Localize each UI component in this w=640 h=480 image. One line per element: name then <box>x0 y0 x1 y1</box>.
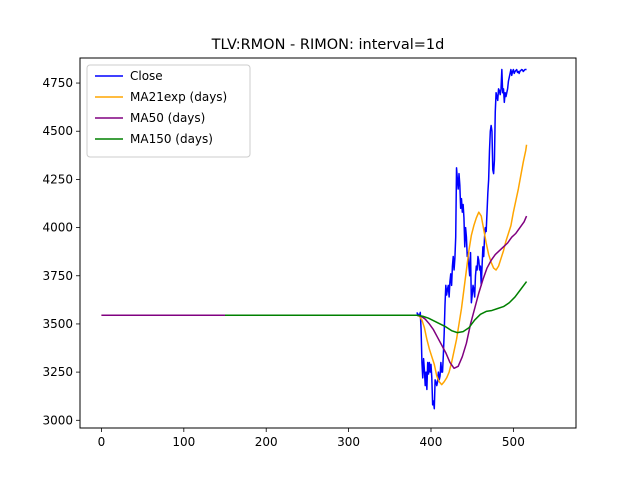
legend-label-0: Close <box>130 69 163 83</box>
legend-label-1: MA21exp (days) <box>130 90 227 104</box>
y-tick-label-5: 4250 <box>42 172 73 186</box>
y-tick-label-4: 4000 <box>42 221 73 235</box>
y-tick-label-0: 3000 <box>42 413 73 427</box>
y-tick-label-3: 3750 <box>42 269 73 283</box>
series-line-3 <box>225 281 528 334</box>
legend-label-3: MA150 (days) <box>130 132 213 146</box>
series-line-0 <box>416 68 527 410</box>
x-tick-label-5: 500 <box>502 435 525 449</box>
x-tick-label-4: 400 <box>420 435 443 449</box>
legend: Close MA21exp (days) MA50 (days) MA150 (day… <box>86 64 251 158</box>
y-tick-label-2: 3500 <box>42 317 73 331</box>
series-layer <box>101 68 528 410</box>
x-tick-label-3: 300 <box>337 435 360 449</box>
x-tick-label-1: 100 <box>172 435 195 449</box>
y-tick-label-1: 3250 <box>42 365 73 379</box>
y-tick-label-7: 4750 <box>42 76 73 90</box>
x-tick-label-2: 200 <box>255 435 278 449</box>
y-tick-label-6: 4500 <box>42 124 73 138</box>
x-tick-label-0: 0 <box>98 435 106 449</box>
chart-title: TLV:RMON - RIMON: interval=1d <box>211 37 445 53</box>
legend-box <box>86 64 251 158</box>
ticks-layer: 0 100 200 300 400 500 3000 3250 3500 3750 4000 4250… <box>42 76 524 449</box>
plot-frame <box>79 57 577 429</box>
legend-label-2: MA50 (days) <box>130 111 205 125</box>
